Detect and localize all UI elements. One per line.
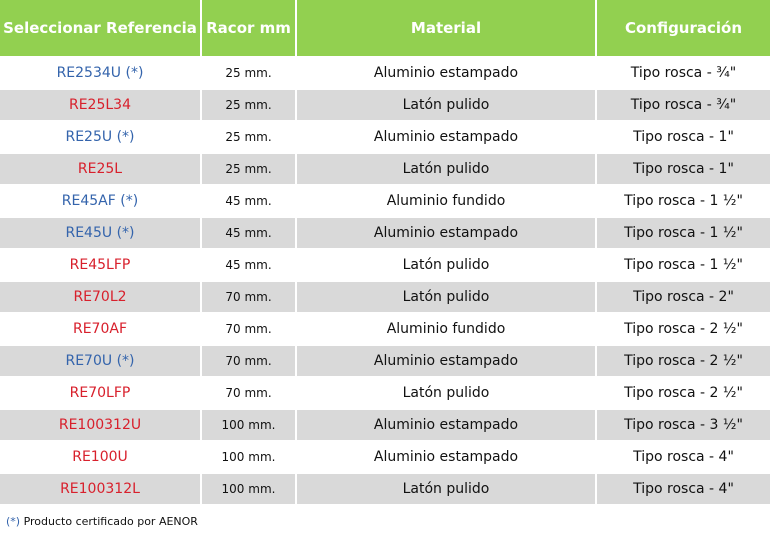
footnote-text: Producto certificado por AENOR [20,515,198,528]
reference-cell[interactable]: RE45AF (*) [61,193,139,209]
table-row: RE25L34 25 mm. Latón pulido Tipo rosca - ¾" [0,90,770,120]
configuration-cell: Tipo rosca - 2 ½" [624,385,743,401]
material-cell: Latón pulido [297,282,595,312]
material-cell: Aluminio estampado [373,129,519,145]
reference-cell[interactable]: RE100312L [0,474,200,504]
configuration-cell: Tipo rosca - ¾" [630,65,737,81]
reference-cell[interactable]: RE70L2 [0,282,200,312]
footnote: (*) Producto certificado por AENOR [6,515,198,528]
reference-cell[interactable]: RE25L [0,154,200,184]
material-cell: Latón pulido [402,257,490,273]
configuration-cell: Tipo rosca - 1 ½" [597,218,770,248]
racor-cell: 25 mm. [202,90,295,120]
material-cell: Aluminio fundido [386,193,506,209]
reference-cell[interactable]: RE70U (*) [0,346,200,376]
reference-cell[interactable]: RE45U (*) [0,218,200,248]
table-row: RE100U 100 mm. Aluminio estampado Tipo rosc… [0,442,770,472]
header-reference: Seleccionar Referencia [0,0,200,56]
racor-cell: 70 mm. [225,386,272,400]
material-cell: Latón pulido [297,154,595,184]
table-row: RE70L2 70 mm. Latón pulido Tipo rosca - 2" [0,282,770,312]
material-cell: Latón pulido [402,385,490,401]
table-row: RE25L 25 mm. Latón pulido Tipo rosca - 1" [0,154,770,184]
reference-cell[interactable]: RE45LFP [69,257,131,273]
table-row: RE70U (*) 70 mm. Aluminio estampado Tipo ro… [0,346,770,376]
reference-cell[interactable]: RE100312U [0,410,200,440]
reference-cell[interactable]: RE70AF [72,321,128,337]
material-cell: Latón pulido [297,90,595,120]
racor-cell: 45 mm. [225,258,272,272]
material-cell: Aluminio fundido [386,321,506,337]
material-cell: Aluminio estampado [297,218,595,248]
reference-cell[interactable]: RE25L34 [0,90,200,120]
racor-cell: 70 mm. [202,282,295,312]
racor-cell: 45 mm. [202,218,295,248]
configuration-cell: Tipo rosca - 2 ½" [597,346,770,376]
configuration-cell: Tipo rosca - 2 ½" [624,321,743,337]
configuration-cell: Tipo rosca - 1 ½" [624,257,743,273]
reference-cell[interactable]: RE100U [72,449,128,465]
footnote-mark: (*) [6,515,21,528]
table-row: RE2534U (*) 25 mm. Aluminio estampado Tipo … [0,58,770,88]
racor-cell: 70 mm. [225,322,272,336]
reference-cell[interactable]: RE2534U (*) [56,65,144,81]
products-table: Seleccionar Referencia Racor mm Material… [0,0,770,504]
header-racor: Racor mm [202,0,295,56]
table-row: RE45U (*) 45 mm. Aluminio estampado Tipo ro… [0,218,770,248]
configuration-cell: Tipo rosca - 3 ½" [597,410,770,440]
table-row: RE100312U 100 mm. Aluminio estampado Tipo r… [0,410,770,440]
racor-cell: 25 mm. [202,154,295,184]
material-cell: Aluminio estampado [297,410,595,440]
material-cell: Aluminio estampado [297,346,595,376]
header-row: Seleccionar Referencia Racor mm Material… [0,0,770,56]
material-cell: Aluminio estampado [373,449,519,465]
reference-cell[interactable]: RE25U (*) [65,129,135,145]
configuration-cell: Tipo rosca - 4" [633,449,734,465]
configuration-cell: Tipo rosca - ¾" [597,90,770,120]
table-row: RE25U (*) 25 mm. Aluminio estampado Tipo ro… [0,122,770,152]
configuration-cell: Tipo rosca - 1" [633,129,734,145]
table-row: RE45LFP 45 mm. Latón pulido Tipo rosca - 1 … [0,250,770,280]
table-row: RE100312L 100 mm. Latón pulido Tipo rosca -… [0,474,770,504]
racor-cell: 100 mm. [202,410,295,440]
header-configuration: Configuración [597,0,770,56]
configuration-cell: Tipo rosca - 4" [597,474,770,504]
table-row: RE45AF (*) 45 mm. Aluminio fundido Tipo ros… [0,186,770,216]
material-cell: Aluminio estampado [373,65,519,81]
racor-cell: 100 mm. [221,450,276,464]
configuration-cell: Tipo rosca - 1 ½" [624,193,743,209]
reference-cell[interactable]: RE70LFP [69,385,131,401]
configuration-cell: Tipo rosca - 2" [597,282,770,312]
racor-cell: 70 mm. [202,346,295,376]
racor-cell: 25 mm. [225,66,272,80]
table-row: RE70AF 70 mm. Aluminio fundido Tipo rosca -… [0,314,770,344]
header-material: Material [297,0,595,56]
racor-cell: 45 mm. [225,194,272,208]
racor-cell: 25 mm. [225,130,272,144]
configuration-cell: Tipo rosca - 1" [597,154,770,184]
material-cell: Latón pulido [297,474,595,504]
racor-cell: 100 mm. [202,474,295,504]
table-row: RE70LFP 70 mm. Latón pulido Tipo rosca - 2 … [0,378,770,408]
